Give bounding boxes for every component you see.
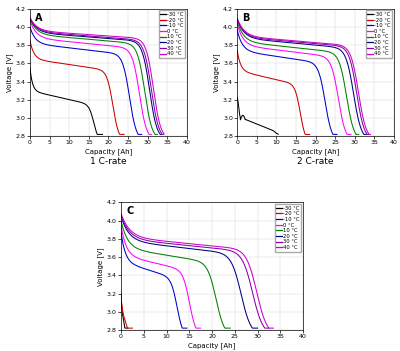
- X-axis label: Capacity [Ah]: Capacity [Ah]: [292, 148, 339, 155]
- Text: A: A: [35, 13, 42, 22]
- Text: C: C: [126, 206, 134, 216]
- Legend: -30 °C, -20 °C, -10 °C, 0 °C, 10 °C, 20 °C, 30 °C, 40 °C: -30 °C, -20 °C, -10 °C, 0 °C, 10 °C, 20 …: [159, 11, 185, 58]
- Y-axis label: Voltage [V]: Voltage [V]: [97, 247, 104, 285]
- X-axis label: Capacity [Ah]: Capacity [Ah]: [188, 342, 236, 349]
- Text: 1 C-rate: 1 C-rate: [90, 157, 127, 166]
- Legend: -30 °C, -20 °C, -10 °C, 0 °C, 10 °C, 20 °C, 30 °C, 40 °C: -30 °C, -20 °C, -10 °C, 0 °C, 10 °C, 20 …: [275, 204, 302, 252]
- Y-axis label: Voltage [V]: Voltage [V]: [214, 53, 220, 92]
- Y-axis label: Voltage [V]: Voltage [V]: [6, 53, 13, 92]
- X-axis label: Capacity [Ah]: Capacity [Ah]: [85, 148, 132, 155]
- Text: 2 C-rate: 2 C-rate: [297, 157, 334, 166]
- Text: B: B: [242, 13, 249, 22]
- Legend: -30 °C, -20 °C, -10 °C, 0 °C, 10 °C, 20 °C, 30 °C, 40 °C: -30 °C, -20 °C, -10 °C, 0 °C, 10 °C, 20 …: [366, 11, 392, 58]
